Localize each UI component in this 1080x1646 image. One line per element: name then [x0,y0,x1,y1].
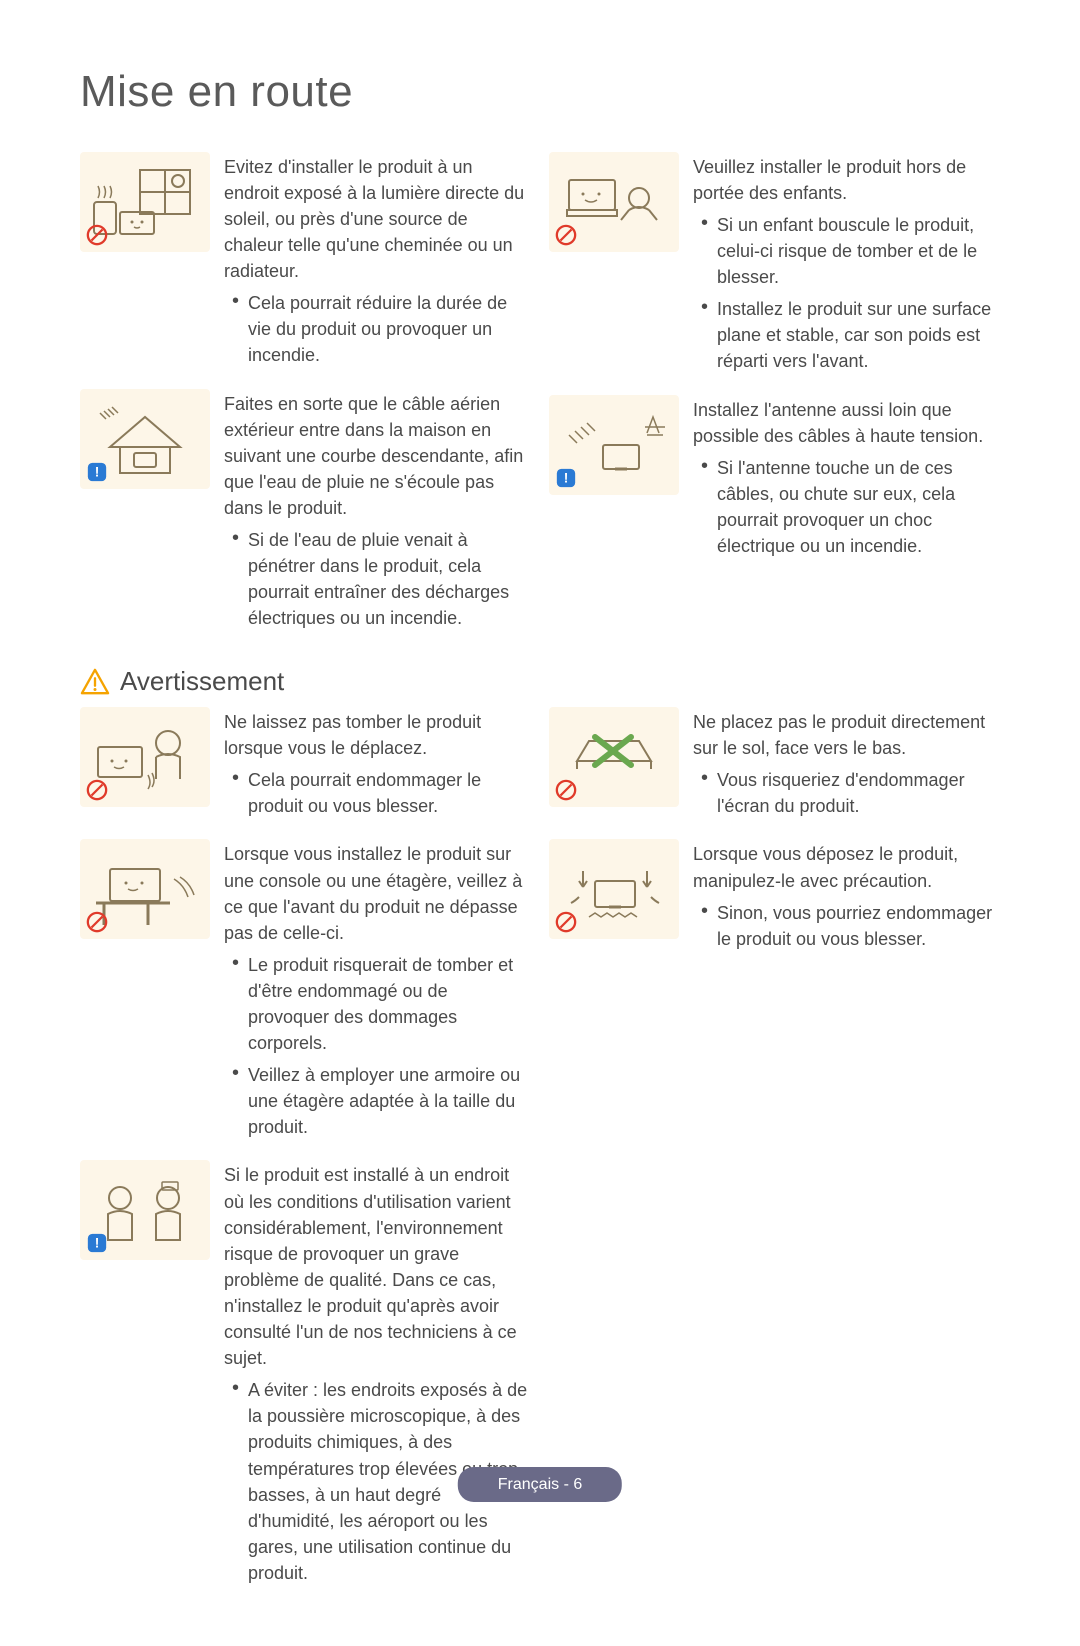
illustration-power-lines: ! [549,395,679,495]
item-bullets: Si de l'eau de pluie venait à pénétrer d… [224,527,531,631]
bullet: Sinon, vous pourriez endommager le produ… [697,900,1000,952]
bullet: Si l'antenne touche un de ces câbles, ou… [697,455,1000,559]
page-title: Mise en route [80,60,1000,124]
item-bullets: Si un enfant bouscule le produit, celui-… [693,212,1000,375]
illustration-child-reach [549,152,679,252]
prohibit-icon [555,779,577,801]
item-bullets: Sinon, vous pourriez endommager le produ… [693,900,1000,952]
illustration-set-down [549,839,679,939]
illustration-face-down [549,707,679,807]
safety-item: ! Installez l'antenne aussi loin que pos… [549,395,1000,566]
item-intro: Ne placez pas le produit directement sur… [693,709,1000,761]
item-bullets: Le produit risquerait de tomber et d'êtr… [224,952,531,1141]
item-intro: Ne laissez pas tomber le produit lorsque… [224,709,531,761]
prohibit-icon [86,779,108,801]
safety-item: Ne placez pas le produit directement sur… [549,707,1000,825]
illustration-antenna-loop: ! [80,389,210,489]
item-bullets: Vous risqueriez d'endommager l'écran du … [693,767,1000,819]
item-intro: Installez l'antenne aussi loin que possi… [693,397,1000,449]
item-intro: Si le produit est installé à un endroit … [224,1162,531,1371]
item-intro: Evitez d'installer le produit à un endro… [224,154,531,284]
item-text: Ne placez pas le produit directement sur… [693,709,1000,825]
bullet: Le produit risquerait de tomber et d'êtr… [228,952,531,1056]
item-bullets: Si l'antenne touche un de ces câbles, ou… [693,455,1000,559]
bullet: Veillez à employer une armoire ou une ét… [228,1062,531,1140]
illustration-drop-carry [80,707,210,807]
info-icon: ! [555,467,577,489]
section-title: Avertissement [120,663,284,701]
bullet: Installez le produit sur une surface pla… [697,296,1000,374]
page-footer: Français - 6 [458,1467,622,1502]
safety-item: Ne laissez pas tomber le produit lorsque… [80,707,531,825]
safety-item: Veuillez installer le produit hors de po… [549,152,1000,381]
prohibit-icon [86,911,108,933]
illustration-shelf-overhang [80,839,210,939]
bullet: Si de l'eau de pluie venait à pénétrer d… [228,527,531,631]
svg-text:!: ! [95,464,100,479]
safety-item: Lorsque vous déposez le produit, manipul… [549,839,1000,957]
prohibit-icon [86,224,108,246]
item-text: Si le produit est installé à un endroit … [224,1162,531,1592]
warning-triangle-icon [80,668,110,696]
item-bullets: Cela pourrait réduire la durée de vie du… [224,290,531,368]
item-text: Veuillez installer le produit hors de po… [693,154,1000,381]
top-section: Evitez d'installer le produit à un endro… [80,152,1000,652]
info-icon: ! [86,461,108,483]
item-text: Faites en sorte que le câble aérien exté… [224,391,531,638]
item-text: Lorsque vous déposez le produit, manipul… [693,841,1000,957]
bullet: Vous risqueriez d'endommager l'écran du … [697,767,1000,819]
svg-text:!: ! [95,1236,100,1251]
item-text: Installez l'antenne aussi loin que possi… [693,397,1000,566]
illustration-sunlight [80,152,210,252]
warning-header: Avertissement [80,663,1000,701]
safety-item: Evitez d'installer le produit à un endro… [80,152,531,375]
safety-item: Lorsque vous installez le produit sur un… [80,839,531,1146]
item-intro: Veuillez installer le produit hors de po… [693,154,1000,206]
bullet: Si un enfant bouscule le produit, celui-… [697,212,1000,290]
item-text: Evitez d'installer le produit à un endro… [224,154,531,375]
prohibit-icon [555,224,577,246]
item-intro: Lorsque vous déposez le produit, manipul… [693,841,1000,893]
item-text: Lorsque vous installez le produit sur un… [224,841,531,1146]
safety-item: ! Si le produit est installé à un endroi… [80,1160,531,1592]
info-icon: ! [86,1232,108,1254]
safety-item: ! Faites en sorte que le câble aérien ex… [80,389,531,638]
footer-label: Français - 6 [458,1467,622,1502]
item-intro: Lorsque vous installez le produit sur un… [224,841,531,945]
item-intro: Faites en sorte que le câble aérien exté… [224,391,531,521]
top-left-col: Evitez d'installer le produit à un endro… [80,152,531,652]
illustration-technician: ! [80,1160,210,1260]
item-bullets: Cela pourrait endommager le produit ou v… [224,767,531,819]
svg-text:!: ! [564,470,569,485]
bullet: Cela pourrait réduire la durée de vie du… [228,290,531,368]
item-text: Ne laissez pas tomber le produit lorsque… [224,709,531,825]
prohibit-icon [555,911,577,933]
bullet: Cela pourrait endommager le produit ou v… [228,767,531,819]
top-right-col: Veuillez installer le produit hors de po… [549,152,1000,652]
